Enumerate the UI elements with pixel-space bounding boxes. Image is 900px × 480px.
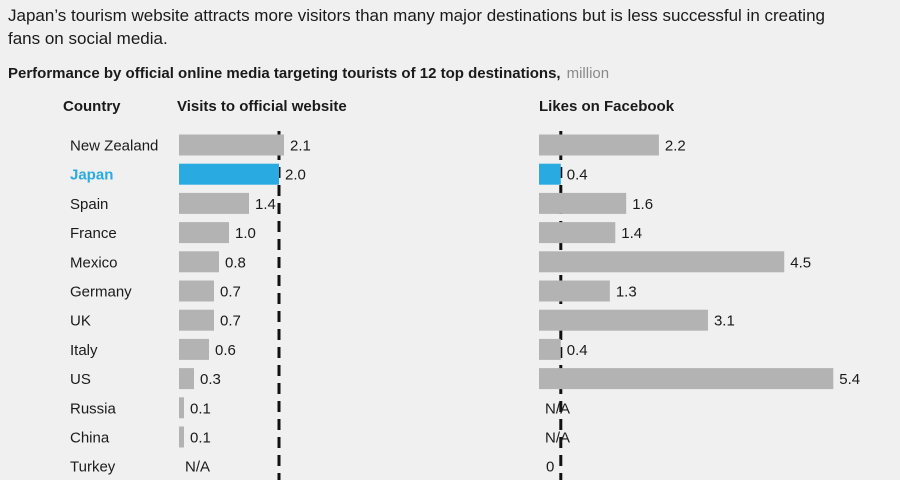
visits-bar-germany (179, 280, 214, 302)
likes-value-label-france: 1.4 (621, 225, 642, 242)
country-label-russia: Russia (70, 400, 117, 417)
visits-bar-new-zealand (179, 134, 284, 156)
visits-value-label-russia: 0.1 (190, 400, 211, 417)
visits-value-label-mexico: 0.8 (225, 254, 246, 271)
visits-value-label-germany: 0.7 (220, 284, 241, 301)
visits-value-label-turkey: N/A (185, 459, 210, 476)
likes-bar-italy (539, 338, 561, 360)
visits-value-label-new-zealand: 2.1 (290, 138, 311, 155)
likes-bar-spain (539, 192, 627, 214)
visits-column-header: Visits to official website (177, 98, 347, 115)
chart-title: Japan’s tourism website attracts more vi… (8, 6, 825, 48)
visits-value-label-china: 0.1 (190, 430, 211, 447)
visits-value-label-italy: 0.6 (215, 342, 236, 359)
visits-bar-italy (179, 338, 209, 360)
likes-value-label-japan: 0.4 (567, 167, 588, 184)
country-label-new-zealand: New Zealand (70, 138, 158, 155)
visits-value-label-uk: 0.7 (220, 313, 241, 330)
country-label-turkey: Turkey (70, 459, 116, 476)
visits-value-label-japan: 2.0 (285, 167, 306, 184)
visits-bar-mexico (179, 251, 219, 273)
likes-value-label-spain: 1.6 (632, 196, 653, 213)
likes-bar-new-zealand (539, 134, 659, 156)
likes-bar-uk (539, 309, 708, 331)
visits-value-label-france: 1.0 (235, 225, 256, 242)
likes-value-label-russia: N/A (545, 400, 570, 417)
visits-bar-russia (179, 397, 184, 419)
subtitle-text: Performance by official online media tar… (8, 65, 561, 82)
country-label-france: France (70, 225, 117, 242)
country-label-japan: Japan (70, 167, 113, 184)
likes-value-label-china: N/A (545, 430, 570, 447)
likes-value-label-italy: 0.4 (567, 342, 588, 359)
likes-bar-us (539, 368, 834, 390)
visits-bar-china (179, 426, 184, 448)
likes-bar-japan (539, 163, 561, 185)
visits-bar-uk (179, 309, 214, 331)
country-label-mexico: Mexico (70, 254, 118, 271)
likes-bar-mexico (539, 251, 785, 273)
likes-column-header: Likes on Facebook (539, 98, 675, 115)
likes-value-label-mexico: 4.5 (790, 254, 811, 271)
likes-value-label-uk: 3.1 (714, 313, 735, 330)
country-label-china: China (70, 430, 110, 447)
country-label-us: US (70, 371, 91, 388)
visits-value-label-spain: 1.4 (255, 196, 276, 213)
likes-value-label-us: 5.4 (839, 371, 860, 388)
likes-value-label-turkey: 0 (546, 459, 554, 476)
unit-label: million (566, 65, 610, 82)
visits-bar-spain (179, 192, 249, 214)
likes-bar-germany (539, 280, 610, 302)
country-label-spain: Spain (70, 196, 108, 213)
visits-value-label-us: 0.3 (200, 371, 221, 388)
visits-bar-france (179, 222, 229, 244)
visits-bar-japan (179, 163, 279, 185)
country-label-uk: UK (70, 313, 91, 330)
likes-value-label-germany: 1.3 (616, 284, 637, 301)
likes-bar-france (539, 222, 616, 244)
chart-subtitle: Performance by official online media tar… (8, 65, 609, 82)
visits-bar-us (179, 368, 194, 390)
country-column-header: Country (63, 98, 121, 115)
country-label-italy: Italy (70, 342, 98, 359)
likes-value-label-new-zealand: 2.2 (665, 138, 686, 155)
country-label-germany: Germany (70, 284, 132, 301)
